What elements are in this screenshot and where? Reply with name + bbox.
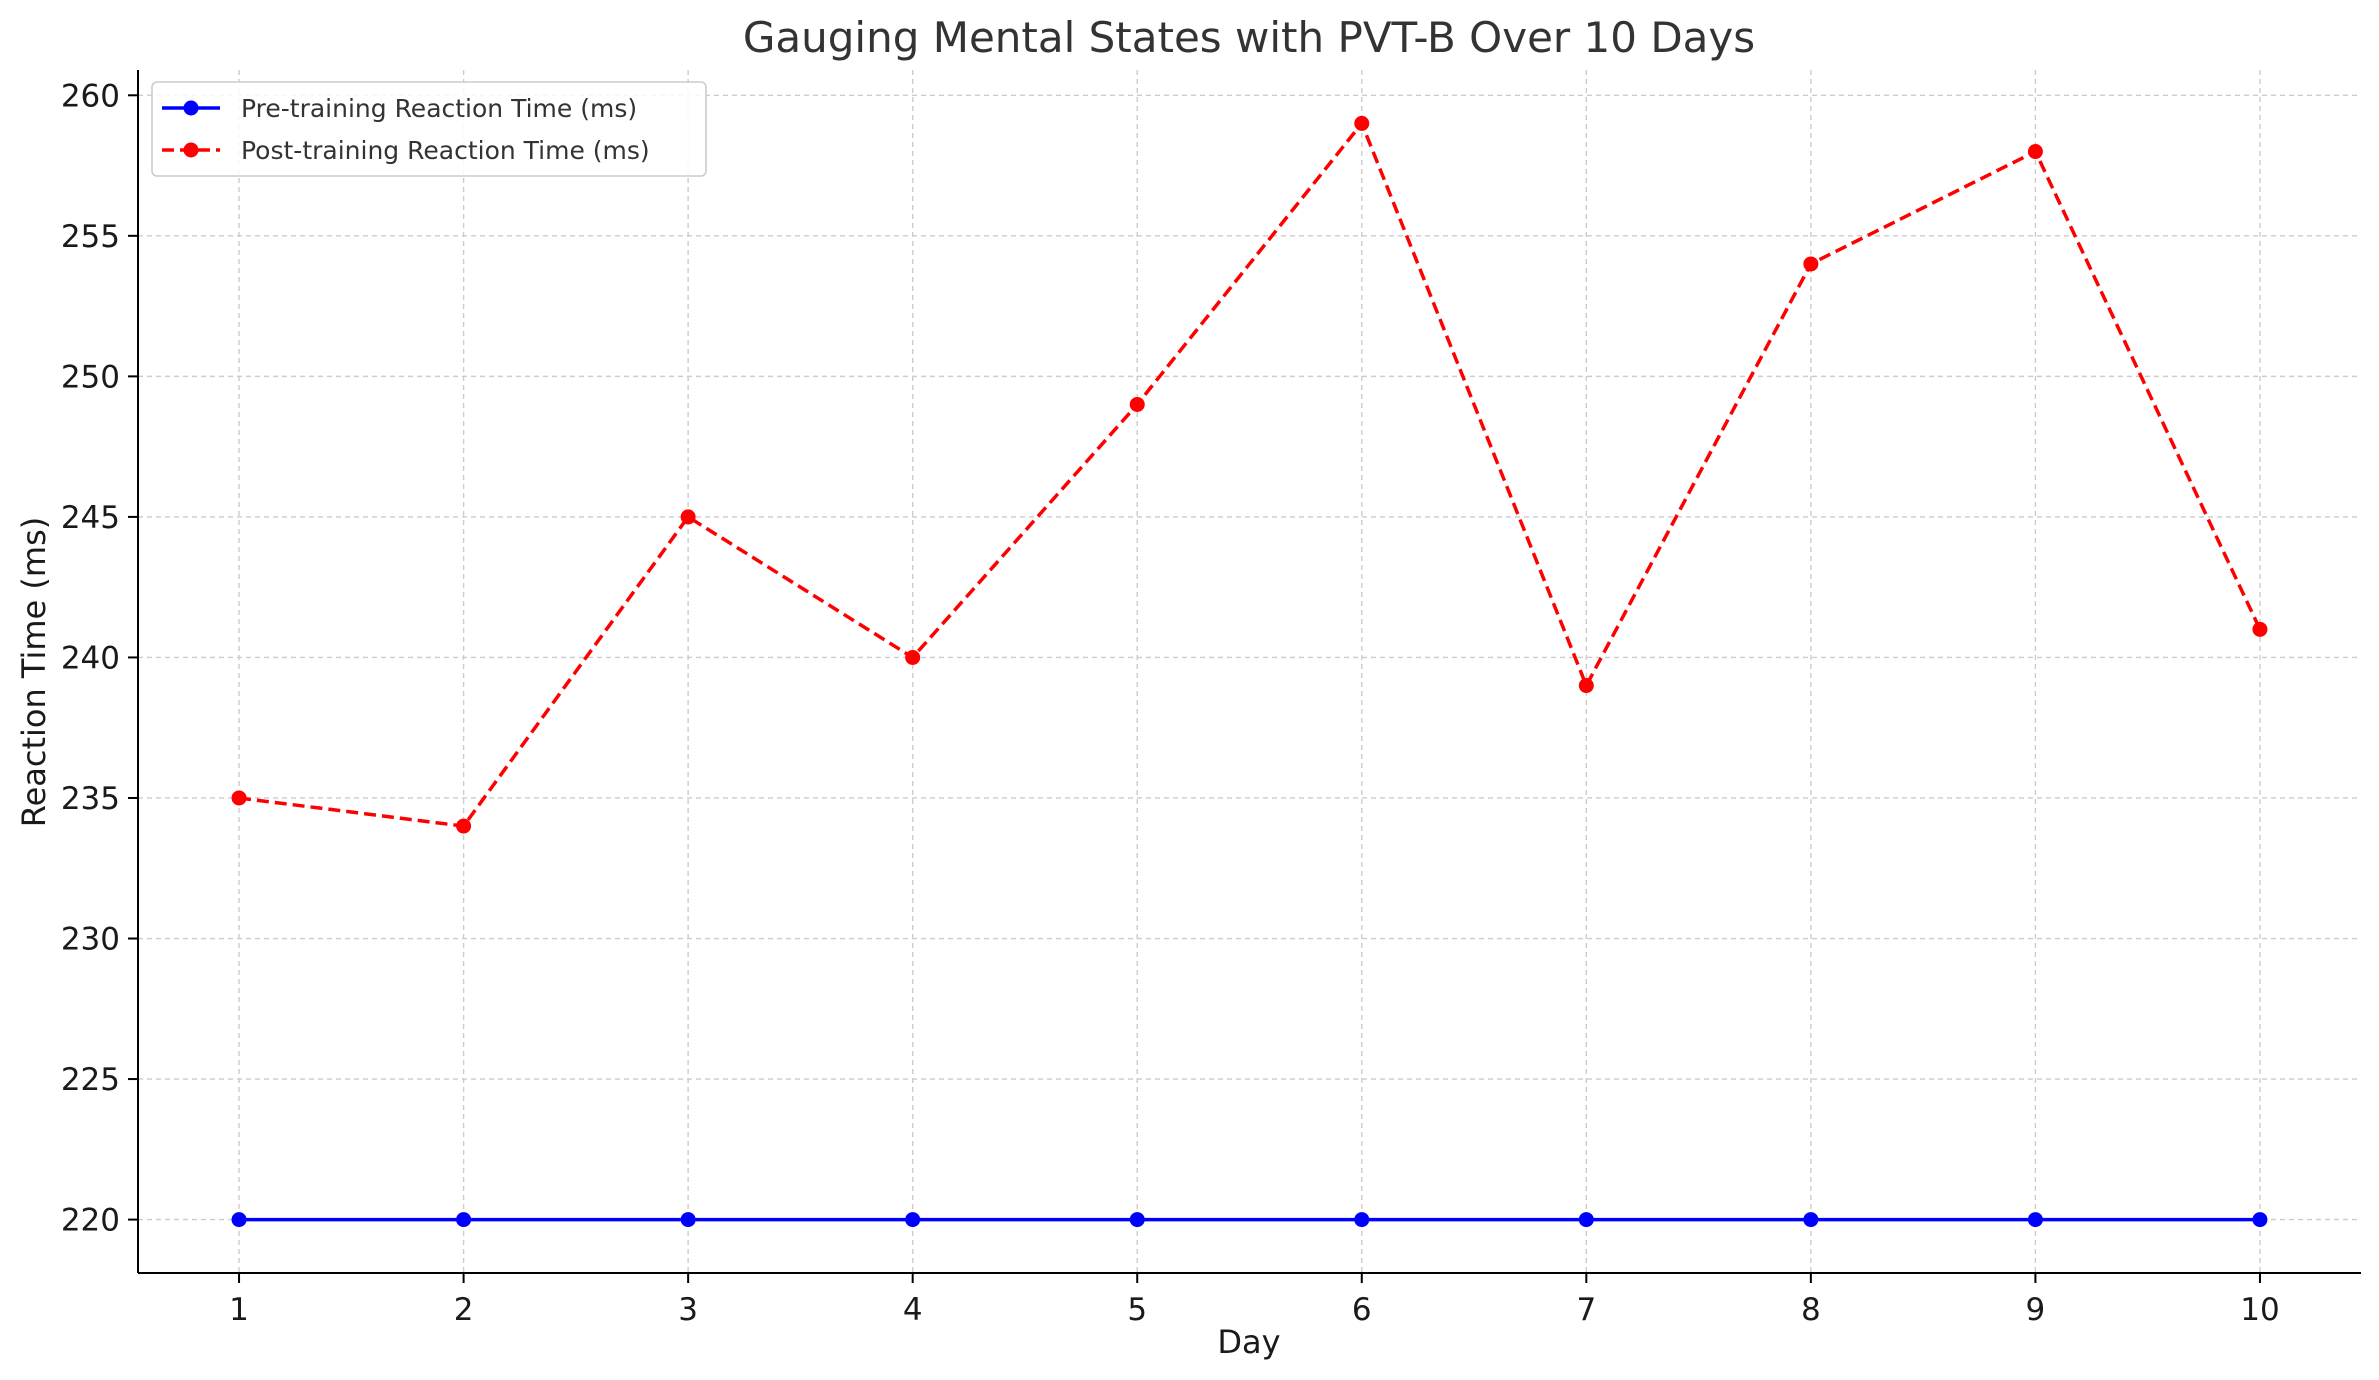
data-point-pre: [231, 1212, 247, 1228]
data-point-post: [680, 509, 696, 525]
data-point-pre: [905, 1212, 921, 1228]
x-tick-label: 9: [2026, 1292, 2046, 1328]
legend-label-post: Post-training Reaction Time (ms): [241, 136, 650, 165]
x-tick-label: 1: [229, 1292, 249, 1328]
data-point-post: [1578, 678, 1594, 694]
data-point-pre: [1354, 1212, 1370, 1228]
x-tick-label: 5: [1127, 1292, 1147, 1328]
y-tick-label: 245: [61, 500, 120, 536]
legend-label-pre: Pre-training Reaction Time (ms): [241, 94, 637, 123]
series-layer: [231, 115, 2268, 1228]
data-point-pre: [1578, 1212, 1594, 1228]
chart-title: Gauging Mental States with PVT-B Over 10…: [743, 13, 1755, 62]
data-point-post: [231, 790, 247, 806]
x-tick-label: 8: [1801, 1292, 1821, 1328]
x-ticks: 1 2 3 4 5 6 7 8 9 10: [229, 1273, 2280, 1328]
y-tick-label: 255: [61, 219, 120, 255]
y-tick-label: 260: [61, 78, 120, 114]
data-point-post: [1129, 396, 1145, 412]
data-point-pre: [2252, 1212, 2268, 1228]
data-point-pre: [1129, 1212, 1145, 1228]
legend-marker-post: [183, 142, 199, 158]
data-point-post: [1803, 256, 1819, 272]
axes: [137, 70, 2361, 1274]
x-tick-label: 7: [1576, 1292, 1596, 1328]
data-point-pre: [1803, 1212, 1819, 1228]
x-axis-label: Day: [1217, 1323, 1280, 1361]
data-point-pre: [2027, 1212, 2043, 1228]
y-tick-label: 220: [61, 1203, 120, 1239]
y-axis-label: Reaction Time (ms): [15, 517, 53, 827]
y-tick-label: 250: [61, 359, 120, 395]
x-tick-label: 2: [454, 1292, 474, 1328]
legend-marker-pre: [183, 100, 199, 116]
grid: [138, 70, 2361, 1273]
x-tick-label: 3: [678, 1292, 698, 1328]
x-tick-label: 6: [1352, 1292, 1372, 1328]
y-tick-label: 240: [61, 640, 120, 676]
legend: Pre-training Reaction Time (ms) Post-tra…: [151, 81, 707, 177]
data-point-pre: [456, 1212, 472, 1228]
data-point-pre: [680, 1212, 696, 1228]
legend-box: [151, 81, 707, 177]
data-point-post: [2252, 621, 2268, 637]
series-line-post-training: [238, 121, 2262, 828]
data-point-post: [2027, 144, 2043, 160]
y-tick-label: 225: [61, 1062, 120, 1098]
y-ticks: 220 225 230 235 240 245 250 255 260: [61, 78, 138, 1239]
data-point-post: [456, 818, 472, 834]
x-tick-label: 4: [903, 1292, 923, 1328]
y-tick-label: 230: [61, 922, 120, 958]
data-point-post: [1354, 115, 1370, 131]
x-tick-label: 10: [2240, 1292, 2279, 1328]
y-tick-label: 235: [61, 781, 120, 817]
data-point-post: [905, 649, 921, 665]
